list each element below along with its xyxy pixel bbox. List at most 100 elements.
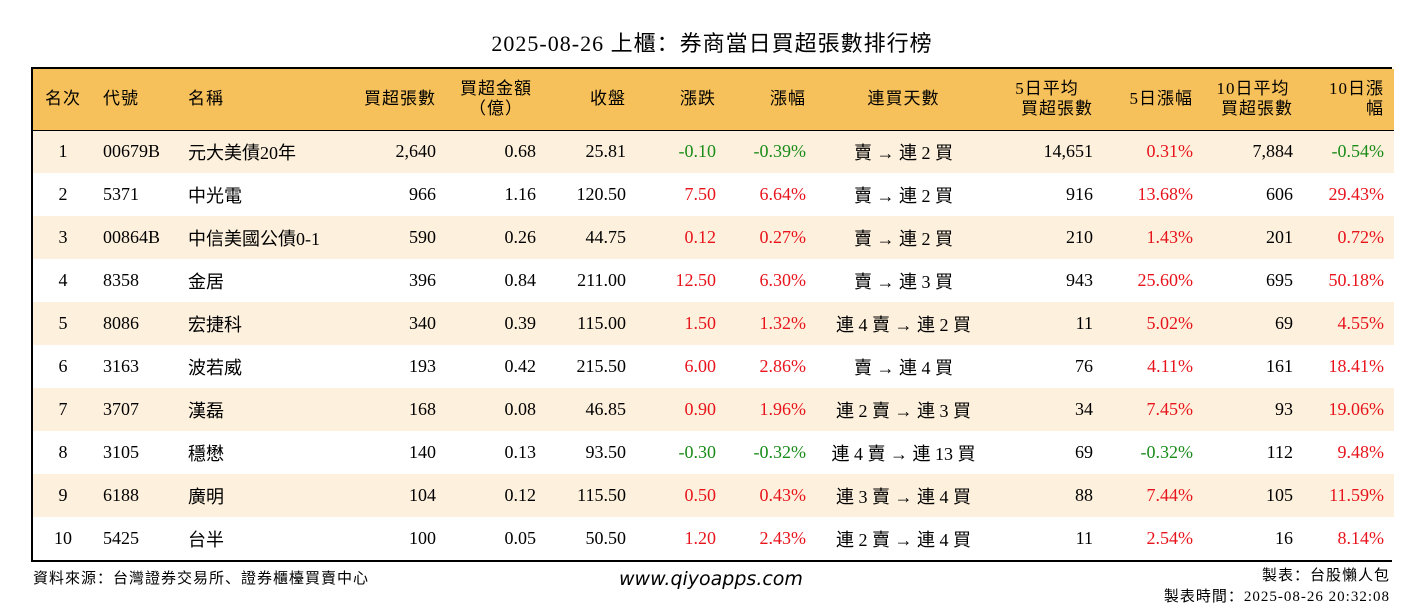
cell-change: 0.50 [684, 485, 717, 505]
cell-amount: 0.13 [504, 442, 537, 462]
cell-name: 宏捷科 [188, 314, 242, 335]
header-avg5-line1: 5日平均 [1015, 79, 1079, 99]
cell-pct5: 25.60% [1137, 270, 1194, 290]
cell-code: 6188 [103, 485, 139, 505]
cell-avg5: 11 [1075, 313, 1093, 333]
cell-change: -0.30 [678, 442, 717, 462]
cell-code: 3105 [103, 442, 139, 462]
cell-pct5: 7.45% [1146, 399, 1194, 419]
table-row[interactable]: 3 00864B 中信美國公債0-1 590 0.26 44.75 0.12 0… [33, 216, 1394, 259]
cell-close: 93.50 [585, 442, 627, 462]
cell-amount: 0.12 [504, 485, 537, 505]
cell-rank: 3 [58, 227, 68, 247]
cell-code: 8086 [103, 313, 139, 333]
cell-code: 8358 [103, 270, 139, 290]
header-change-pct[interactable]: 漲幅 [770, 89, 806, 109]
cell-avg10: 112 [1266, 442, 1293, 462]
cell-rank: 9 [58, 485, 68, 505]
cell-name: 中光電 [188, 185, 242, 206]
cell-avg10: 7,884 [1252, 141, 1294, 162]
cell-close: 120.50 [576, 184, 627, 204]
cell-code: 3163 [103, 356, 139, 376]
cell-change: 1.20 [684, 528, 717, 548]
cell-streak: 連 4 賣 → 連 2 買 [836, 314, 971, 335]
header-avg10-line1: 10日平均 [1216, 79, 1290, 99]
cell-pct10: 8.14% [1337, 528, 1385, 548]
table-row[interactable]: 8 3105 穩懋 140 0.13 93.50 -0.30 -0.32% 連 … [33, 431, 1394, 474]
cell-pct5: 1.43% [1146, 227, 1194, 247]
header-streak[interactable]: 連買天數 [867, 89, 940, 109]
table-header-row: 名次 代號 名稱 買超張數 買超金額 （億） 收盤 漲跌 漲幅 連買天數 5日平… [33, 69, 1394, 130]
cell-streak: 連 2 賣 → 連 3 買 [836, 400, 971, 421]
cell-avg5: 69 [1075, 442, 1093, 462]
header-net-buy-lots[interactable]: 買超張數 [364, 89, 436, 109]
header-avg10[interactable]: 10日平均 買超張數 [1203, 69, 1303, 130]
cell-pct10: 18.41% [1328, 356, 1385, 376]
cell-name: 穩懋 [188, 443, 224, 464]
cell-avg10: 105 [1266, 485, 1293, 505]
cell-code: 5371 [103, 184, 139, 204]
table-row[interactable]: 2 5371 中光電 966 1.16 120.50 7.50 6.64% 賣 … [33, 173, 1394, 216]
header-name[interactable]: 名稱 [188, 89, 224, 109]
cell-streak: 連 4 賣 → 連 13 買 [831, 443, 976, 464]
cell-lots: 193 [409, 356, 436, 376]
header-net-buy-amount[interactable]: 買超金額 （億） [446, 69, 546, 130]
cell-streak: 連 2 賣 → 連 4 買 [836, 529, 971, 550]
maker-credit: 製表：台股懶人包 [1261, 568, 1390, 584]
cell-change: 1.50 [684, 313, 717, 333]
cell-pct5: 13.68% [1137, 184, 1194, 204]
ranking-table: 名次 代號 名稱 買超張數 買超金額 （億） 收盤 漲跌 漲幅 連買天數 5日平… [33, 69, 1394, 560]
cell-avg10: 161 [1266, 356, 1293, 376]
cell-lots: 140 [409, 442, 436, 462]
cell-pct10: 0.72% [1337, 227, 1385, 247]
cell-avg5: 76 [1075, 356, 1093, 376]
cell-close: 44.75 [585, 227, 627, 247]
cell-amount: 0.39 [504, 313, 537, 333]
header-avg5[interactable]: 5日平均 買超張數 [991, 69, 1103, 130]
cell-change-pct: -0.39% [753, 141, 807, 162]
cell-rank: 10 [54, 528, 72, 548]
cell-pct5: 5.02% [1146, 313, 1194, 333]
cell-code: 00864B [103, 227, 161, 247]
header-pct10[interactable]: 10日漲幅 [1329, 79, 1384, 119]
cell-lots: 100 [409, 528, 436, 548]
cell-name: 漢磊 [188, 400, 224, 421]
cell-change: 6.00 [684, 356, 717, 376]
cell-pct10: -0.54% [1331, 141, 1385, 162]
table-row[interactable]: 7 3707 漢磊 168 0.08 46.85 0.90 1.96% 連 2 … [33, 388, 1394, 431]
cell-avg5: 943 [1066, 270, 1093, 290]
table-row[interactable]: 1 00679B 元大美債20年 2,640 0.68 25.81 -0.10 … [33, 130, 1394, 173]
cell-change-pct: -0.32% [753, 442, 807, 462]
cell-pct5: 4.11% [1147, 356, 1193, 376]
header-code[interactable]: 代號 [103, 89, 139, 109]
cell-lots: 2,640 [395, 141, 437, 162]
cell-amount: 0.42 [504, 356, 537, 376]
table-row[interactable]: 4 8358 金居 396 0.84 211.00 12.50 6.30% 賣 … [33, 259, 1394, 302]
cell-pct10: 50.18% [1328, 270, 1385, 290]
header-change[interactable]: 漲跌 [680, 89, 716, 109]
header-close[interactable]: 收盤 [590, 89, 626, 109]
cell-pct10: 9.48% [1337, 442, 1385, 462]
cell-rank: 4 [58, 270, 68, 290]
cell-code: 5425 [103, 528, 139, 548]
table-row[interactable]: 9 6188 廣明 104 0.12 115.50 0.50 0.43% 連 3… [33, 474, 1394, 517]
header-net-buy-amount-line2: （億） [469, 99, 523, 119]
header-pct5[interactable]: 5日漲幅 [1129, 89, 1193, 109]
cell-pct10: 19.06% [1328, 399, 1385, 419]
cell-avg5: 210 [1066, 227, 1093, 247]
cell-pct5: 0.31% [1146, 141, 1194, 162]
website-link[interactable]: www.qiyoapps.com [619, 568, 803, 590]
cell-code: 3707 [103, 399, 139, 419]
cell-lots: 966 [409, 184, 436, 204]
cell-name: 廣明 [188, 486, 224, 507]
table-row[interactable]: 10 5425 台半 100 0.05 50.50 1.20 2.43% 連 2… [33, 517, 1394, 560]
header-rank[interactable]: 名次 [45, 89, 81, 109]
table-row[interactable]: 6 3163 波若威 193 0.42 215.50 6.00 2.86% 賣 … [33, 345, 1394, 388]
cell-streak: 賣 → 連 4 買 [854, 357, 953, 378]
cell-rank: 6 [58, 356, 68, 376]
cell-amount: 0.26 [504, 227, 537, 247]
cell-change: 7.50 [684, 184, 717, 204]
cell-pct5: 7.44% [1146, 485, 1194, 505]
table-row[interactable]: 5 8086 宏捷科 340 0.39 115.00 1.50 1.32% 連 … [33, 302, 1394, 345]
cell-change: 12.50 [675, 270, 717, 290]
